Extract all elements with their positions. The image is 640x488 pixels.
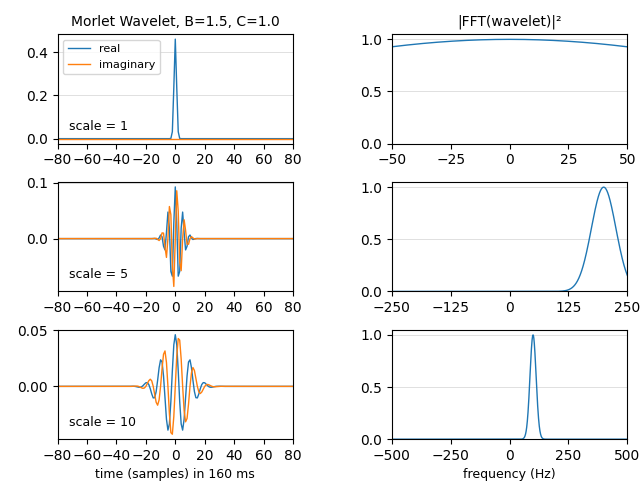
- imaginary: [173, 188, 180, 194]
- real: [252, 236, 260, 242]
- imaginary: [289, 236, 297, 242]
- real: [280, 236, 288, 242]
- imaginary: [264, 236, 272, 242]
- imaginary: [174, 336, 182, 342]
- X-axis label: time (samples) in 160 ms: time (samples) in 160 ms: [95, 468, 255, 482]
- Title: Morlet Wavelet, B=1.5, C=1.0: Morlet Wavelet, B=1.5, C=1.0: [71, 15, 280, 29]
- real: [132, 136, 140, 142]
- Title: |FFT(wavelet)|²: |FFT(wavelet)|²: [457, 15, 562, 29]
- imaginary: [170, 136, 178, 142]
- imaginary: [252, 236, 260, 242]
- real: [118, 136, 126, 142]
- real: [54, 384, 61, 389]
- Legend: real, imaginary: real, imaginary: [63, 40, 159, 74]
- imaginary: [170, 284, 178, 289]
- imaginary: [132, 236, 140, 242]
- imaginary: [132, 383, 140, 389]
- real: [118, 384, 126, 389]
- imaginary: [252, 136, 260, 142]
- real: [141, 136, 148, 142]
- real: [132, 236, 140, 242]
- Line: imaginary: imaginary: [58, 339, 293, 434]
- imaginary: [289, 384, 297, 389]
- X-axis label: frequency (Hz): frequency (Hz): [463, 468, 556, 482]
- imaginary: [54, 384, 61, 389]
- Line: imaginary: imaginary: [58, 191, 293, 286]
- real: [251, 136, 259, 142]
- real: [172, 184, 179, 190]
- imaginary: [168, 431, 176, 437]
- imaginary: [118, 136, 126, 142]
- Line: real: real: [58, 187, 293, 276]
- Line: real: real: [58, 335, 293, 430]
- imaginary: [173, 136, 180, 142]
- real: [279, 136, 287, 142]
- imaginary: [264, 384, 272, 389]
- imaginary: [280, 384, 288, 389]
- real: [264, 236, 272, 242]
- real: [164, 427, 172, 433]
- imaginary: [252, 384, 260, 389]
- real: [289, 136, 297, 142]
- imaginary: [141, 236, 148, 242]
- real: [54, 136, 61, 142]
- imaginary: [141, 136, 148, 142]
- imaginary: [280, 236, 288, 242]
- imaginary: [54, 236, 61, 242]
- real: [289, 236, 297, 242]
- imaginary: [264, 136, 272, 142]
- imaginary: [141, 385, 148, 391]
- imaginary: [54, 136, 61, 142]
- real: [132, 384, 140, 389]
- real: [172, 332, 179, 338]
- real: [280, 384, 288, 389]
- imaginary: [132, 136, 140, 142]
- real: [252, 384, 260, 389]
- real: [141, 381, 148, 387]
- real: [172, 36, 179, 42]
- real: [264, 384, 272, 389]
- real: [168, 273, 176, 279]
- real: [289, 384, 297, 389]
- real: [54, 236, 61, 242]
- imaginary: [289, 136, 297, 142]
- real: [262, 136, 270, 142]
- Text: scale = 10: scale = 10: [69, 416, 136, 429]
- Text: scale = 5: scale = 5: [69, 268, 129, 281]
- imaginary: [118, 384, 126, 389]
- Line: real: real: [58, 39, 293, 139]
- Text: scale = 1: scale = 1: [69, 121, 129, 134]
- imaginary: [280, 136, 288, 142]
- real: [118, 236, 126, 242]
- real: [141, 236, 148, 242]
- imaginary: [118, 236, 126, 242]
